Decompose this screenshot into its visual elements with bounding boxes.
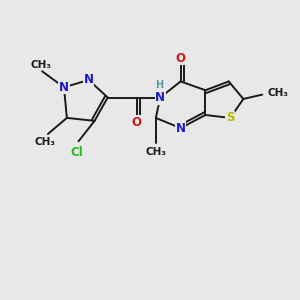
Text: CH₃: CH₃ [34,137,56,147]
Text: N: N [84,74,94,86]
Text: N: N [155,91,165,104]
Text: CH₃: CH₃ [268,88,289,98]
Text: CH₃: CH₃ [145,147,166,157]
Text: CH₃: CH₃ [30,60,51,70]
Text: Cl: Cl [71,146,83,160]
Text: H: H [155,80,163,90]
Text: O: O [176,52,186,64]
Text: N: N [59,81,69,94]
Text: N: N [155,91,165,104]
Text: S: S [226,111,235,124]
Text: O: O [132,116,142,129]
Text: N: N [176,122,186,135]
